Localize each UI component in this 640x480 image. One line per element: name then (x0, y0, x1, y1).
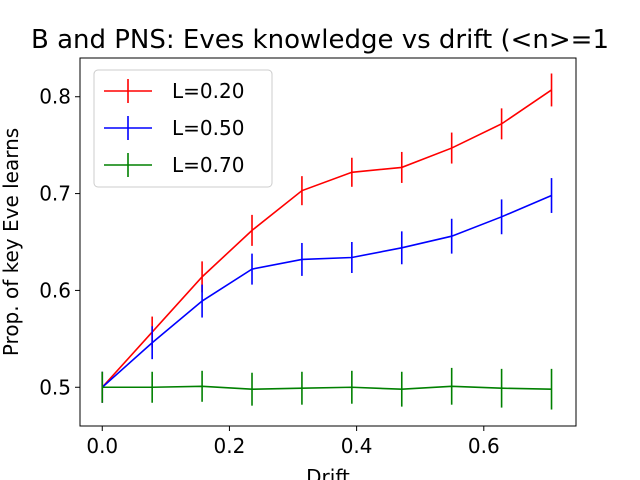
legend-label: L=0.20 (172, 79, 244, 103)
y-tick-label: 0.5 (39, 375, 71, 399)
y-tick-label: 0.6 (39, 278, 71, 302)
legend-item: L=0.20 (104, 79, 244, 103)
y-axis-label: Prop. of key Eve learns (0, 128, 23, 356)
legend-label: L=0.50 (172, 116, 244, 140)
series-line (101, 194, 552, 388)
plot-area (101, 73, 553, 410)
x-axis-label: Drift (306, 465, 350, 480)
x-axis: 0.0 0.2 0.4 0.6 (86, 426, 500, 458)
legend: L=0.20 L=0.50 L=0.70 (93, 69, 273, 188)
series-line (102, 385, 552, 391)
y-tick-label: 0.7 (39, 182, 71, 206)
legend-box (93, 69, 273, 188)
axes-frame (79, 57, 577, 427)
legend-item: L=0.70 (104, 153, 244, 177)
series-2 (101, 178, 553, 403)
series-line (101, 89, 552, 388)
y-axis: 0.5 0.6 0.7 0.8 (39, 85, 80, 399)
x-tick-label: 0.6 (468, 434, 500, 458)
series-3 (101, 367, 553, 410)
legend-item: L=0.50 (104, 116, 244, 140)
x-tick-label: 0.2 (214, 434, 246, 458)
x-tick-label: 0.4 (341, 434, 373, 458)
legend-label: L=0.70 (172, 153, 244, 177)
y-tick-label: 0.8 (39, 85, 71, 109)
chart-title: B and PNS: Eves knowledge vs drift (<n>=… (31, 25, 609, 55)
x-tick-label: 0.0 (86, 434, 118, 458)
